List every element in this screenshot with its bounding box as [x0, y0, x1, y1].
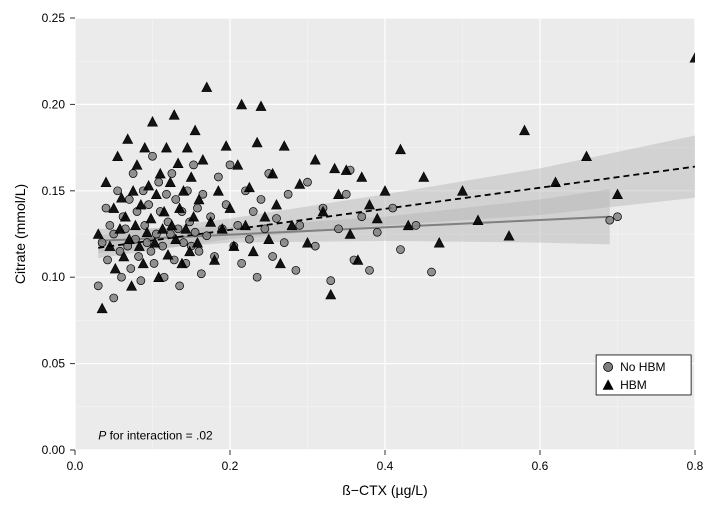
data-point	[606, 216, 614, 224]
y-tick-label: 0.20	[42, 97, 66, 111]
data-point	[104, 256, 112, 264]
data-point	[214, 173, 222, 181]
data-point	[102, 204, 110, 212]
data-point	[168, 170, 176, 178]
x-tick-label: 0.6	[532, 459, 549, 473]
data-point	[149, 152, 157, 160]
y-tick-label: 0.00	[42, 443, 66, 457]
data-point	[172, 195, 180, 203]
data-point	[296, 221, 304, 229]
data-point	[118, 273, 126, 281]
x-tick-label: 0.2	[222, 459, 239, 473]
data-point	[304, 178, 312, 186]
data-point	[176, 282, 184, 290]
scatter-chart: 0.0 0.2 0.4 0.6 0.8 0.00 0.05 0.10 0.15 0.20 0.25 ß…	[0, 0, 709, 513]
data-point	[150, 259, 158, 267]
data-point	[292, 266, 300, 274]
data-point	[397, 246, 405, 254]
data-point	[98, 239, 106, 247]
data-point	[135, 252, 143, 260]
data-point	[284, 190, 292, 198]
y-axis-label: Citrate (mmol/L)	[12, 184, 28, 284]
data-point	[94, 282, 102, 290]
data-point	[280, 239, 288, 247]
data-point	[428, 268, 436, 276]
x-tick-label: 0.0	[67, 459, 84, 473]
data-point	[155, 178, 163, 186]
data-point	[190, 161, 198, 169]
data-point	[342, 190, 350, 198]
data-point	[110, 294, 118, 302]
data-point	[249, 208, 257, 216]
data-point	[114, 187, 122, 195]
data-point	[257, 195, 265, 203]
legend-label: HBM	[620, 378, 647, 392]
p-annotation: P for interaction = .02	[98, 429, 213, 443]
data-point	[245, 235, 253, 243]
data-point	[166, 230, 174, 238]
data-point	[147, 247, 155, 255]
data-point	[327, 277, 335, 285]
data-point	[412, 221, 420, 229]
y-tick-label: 0.10	[42, 270, 66, 284]
y-tick-label: 0.15	[42, 184, 66, 198]
data-point	[234, 221, 242, 229]
chart-container: 0.0 0.2 0.4 0.6 0.8 0.00 0.05 0.10 0.15 0.20 0.25 ß…	[0, 0, 709, 513]
y-tick-label: 0.05	[42, 357, 66, 371]
data-point	[137, 277, 145, 285]
data-point	[159, 242, 167, 250]
data-point	[238, 259, 246, 267]
data-point	[226, 161, 234, 169]
data-point	[191, 228, 199, 236]
data-point	[180, 239, 188, 247]
x-tick-label: 0.8	[687, 459, 704, 473]
data-point	[335, 225, 343, 233]
data-point	[614, 213, 622, 221]
data-point	[373, 228, 381, 236]
x-tick-label: 0.4	[377, 459, 394, 473]
data-point	[311, 242, 319, 250]
legend-marker-circle	[604, 362, 613, 371]
data-point	[127, 265, 135, 273]
data-point	[261, 225, 269, 233]
data-point	[203, 232, 211, 240]
data-point	[143, 239, 151, 247]
data-point	[106, 221, 114, 229]
data-point	[358, 213, 366, 221]
x-axis-label: ß−CTX (µg/L)	[342, 482, 427, 498]
data-point	[269, 252, 277, 260]
data-point	[366, 266, 374, 274]
data-point	[197, 270, 205, 278]
data-point	[389, 204, 397, 212]
data-point	[195, 247, 203, 255]
data-point	[193, 204, 201, 212]
legend-label: No HBM	[620, 360, 665, 374]
y-tick-label: 0.25	[42, 11, 66, 25]
data-point	[145, 201, 153, 209]
data-point	[273, 214, 281, 222]
data-point	[162, 190, 170, 198]
data-point	[129, 170, 137, 178]
data-point	[253, 273, 261, 281]
